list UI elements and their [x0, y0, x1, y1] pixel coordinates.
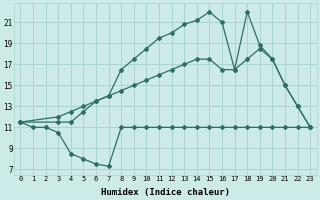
- X-axis label: Humidex (Indice chaleur): Humidex (Indice chaleur): [101, 188, 230, 197]
